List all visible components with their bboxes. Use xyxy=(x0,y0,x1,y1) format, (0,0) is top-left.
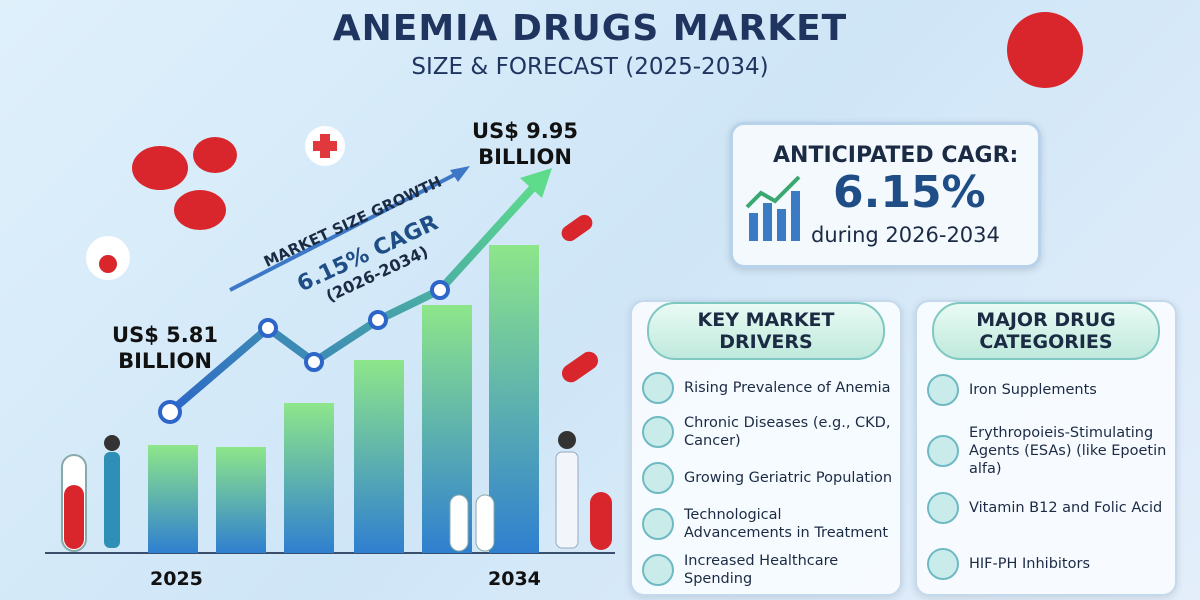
end-value: US$ 9.95 xyxy=(472,119,578,143)
end-unit: BILLION xyxy=(478,145,572,169)
list-item: Increased Healthcare Spending xyxy=(642,552,894,588)
item-icon xyxy=(927,374,959,406)
item-icon xyxy=(927,492,959,524)
start-size: US$ 5.81 BILLION xyxy=(100,322,230,374)
list-item: Chronic Diseases (e.g., CKD, Cancer) xyxy=(642,414,894,450)
item-text: Rising Prevalence of Anemia xyxy=(684,380,891,396)
item-text: Erythropoieis-Stimulating Agents (ESAs) … xyxy=(969,425,1167,477)
bars xyxy=(148,245,539,553)
item-icon xyxy=(927,435,959,467)
item-text: Vitamin B12 and Folic Acid xyxy=(969,500,1163,516)
cagr-icon xyxy=(745,175,801,241)
item-text: Chronic Diseases (e.g., CKD, Cancer) xyxy=(684,415,891,449)
cagr-title: ANTICIPATED CAGR: xyxy=(773,143,1019,168)
blood-cells xyxy=(132,12,1083,230)
item-icon xyxy=(642,372,674,404)
item-text: Growing Geriatric Population xyxy=(684,470,893,486)
drivers-panel: KEY MARKET DRIVERS Rising Prevalence of … xyxy=(630,300,902,596)
item-text: Increased Healthcare Spending xyxy=(684,553,839,587)
list-item: Erythropoieis-Stimulating Agents (ESAs) … xyxy=(927,424,1169,478)
item-icon xyxy=(642,416,674,448)
people xyxy=(104,431,579,549)
item-icon xyxy=(642,554,674,586)
item-icon xyxy=(642,508,674,540)
list-item: HIF-PH Inhibitors xyxy=(927,548,1169,580)
item-icon xyxy=(642,462,674,494)
trend-arrow-head xyxy=(450,166,470,182)
item-icon xyxy=(927,548,959,580)
start-unit: BILLION xyxy=(118,349,212,373)
cagr-period: during 2026-2034 xyxy=(811,223,1000,247)
list-item: Growing Geriatric Population xyxy=(642,462,894,494)
end-size: US$ 9.95 BILLION xyxy=(455,118,595,170)
trend-arrow xyxy=(229,170,461,292)
growth-line xyxy=(167,177,543,416)
cagr-value: 6.15% xyxy=(833,167,986,218)
list-item: Vitamin B12 and Folic Acid xyxy=(927,492,1169,524)
item-text: Technological Advancements in Treatment xyxy=(684,507,889,541)
end-year: 2034 xyxy=(488,568,541,590)
subtitle: SIZE & FORECAST (2025-2034) xyxy=(411,54,769,80)
test-tubes xyxy=(61,454,612,552)
list-item: Technological Advancements in Treatment xyxy=(642,506,894,542)
drivers-title: KEY MARKET DRIVERS xyxy=(647,302,885,360)
categories-panel: MAJOR DRUG CATEGORIES Iron Supplements Er… xyxy=(915,300,1177,596)
cagr-box: ANTICIPATED CAGR: 6.15% during 2026-2034 xyxy=(730,122,1041,268)
item-text: HIF-PH Inhibitors xyxy=(969,556,1090,572)
list-item: Iron Supplements xyxy=(927,374,1169,406)
title: ANEMIA DRUGS MARKET xyxy=(332,8,848,49)
start-value: US$ 5.81 xyxy=(112,323,218,347)
points xyxy=(158,280,450,424)
arrow-head xyxy=(520,168,552,198)
item-text: Iron Supplements xyxy=(969,382,1097,398)
list-item: Rising Prevalence of Anemia xyxy=(642,372,894,404)
medical-icons xyxy=(86,126,599,383)
start-year: 2025 xyxy=(150,568,203,590)
categories-title: MAJOR DRUG CATEGORIES xyxy=(932,302,1160,360)
